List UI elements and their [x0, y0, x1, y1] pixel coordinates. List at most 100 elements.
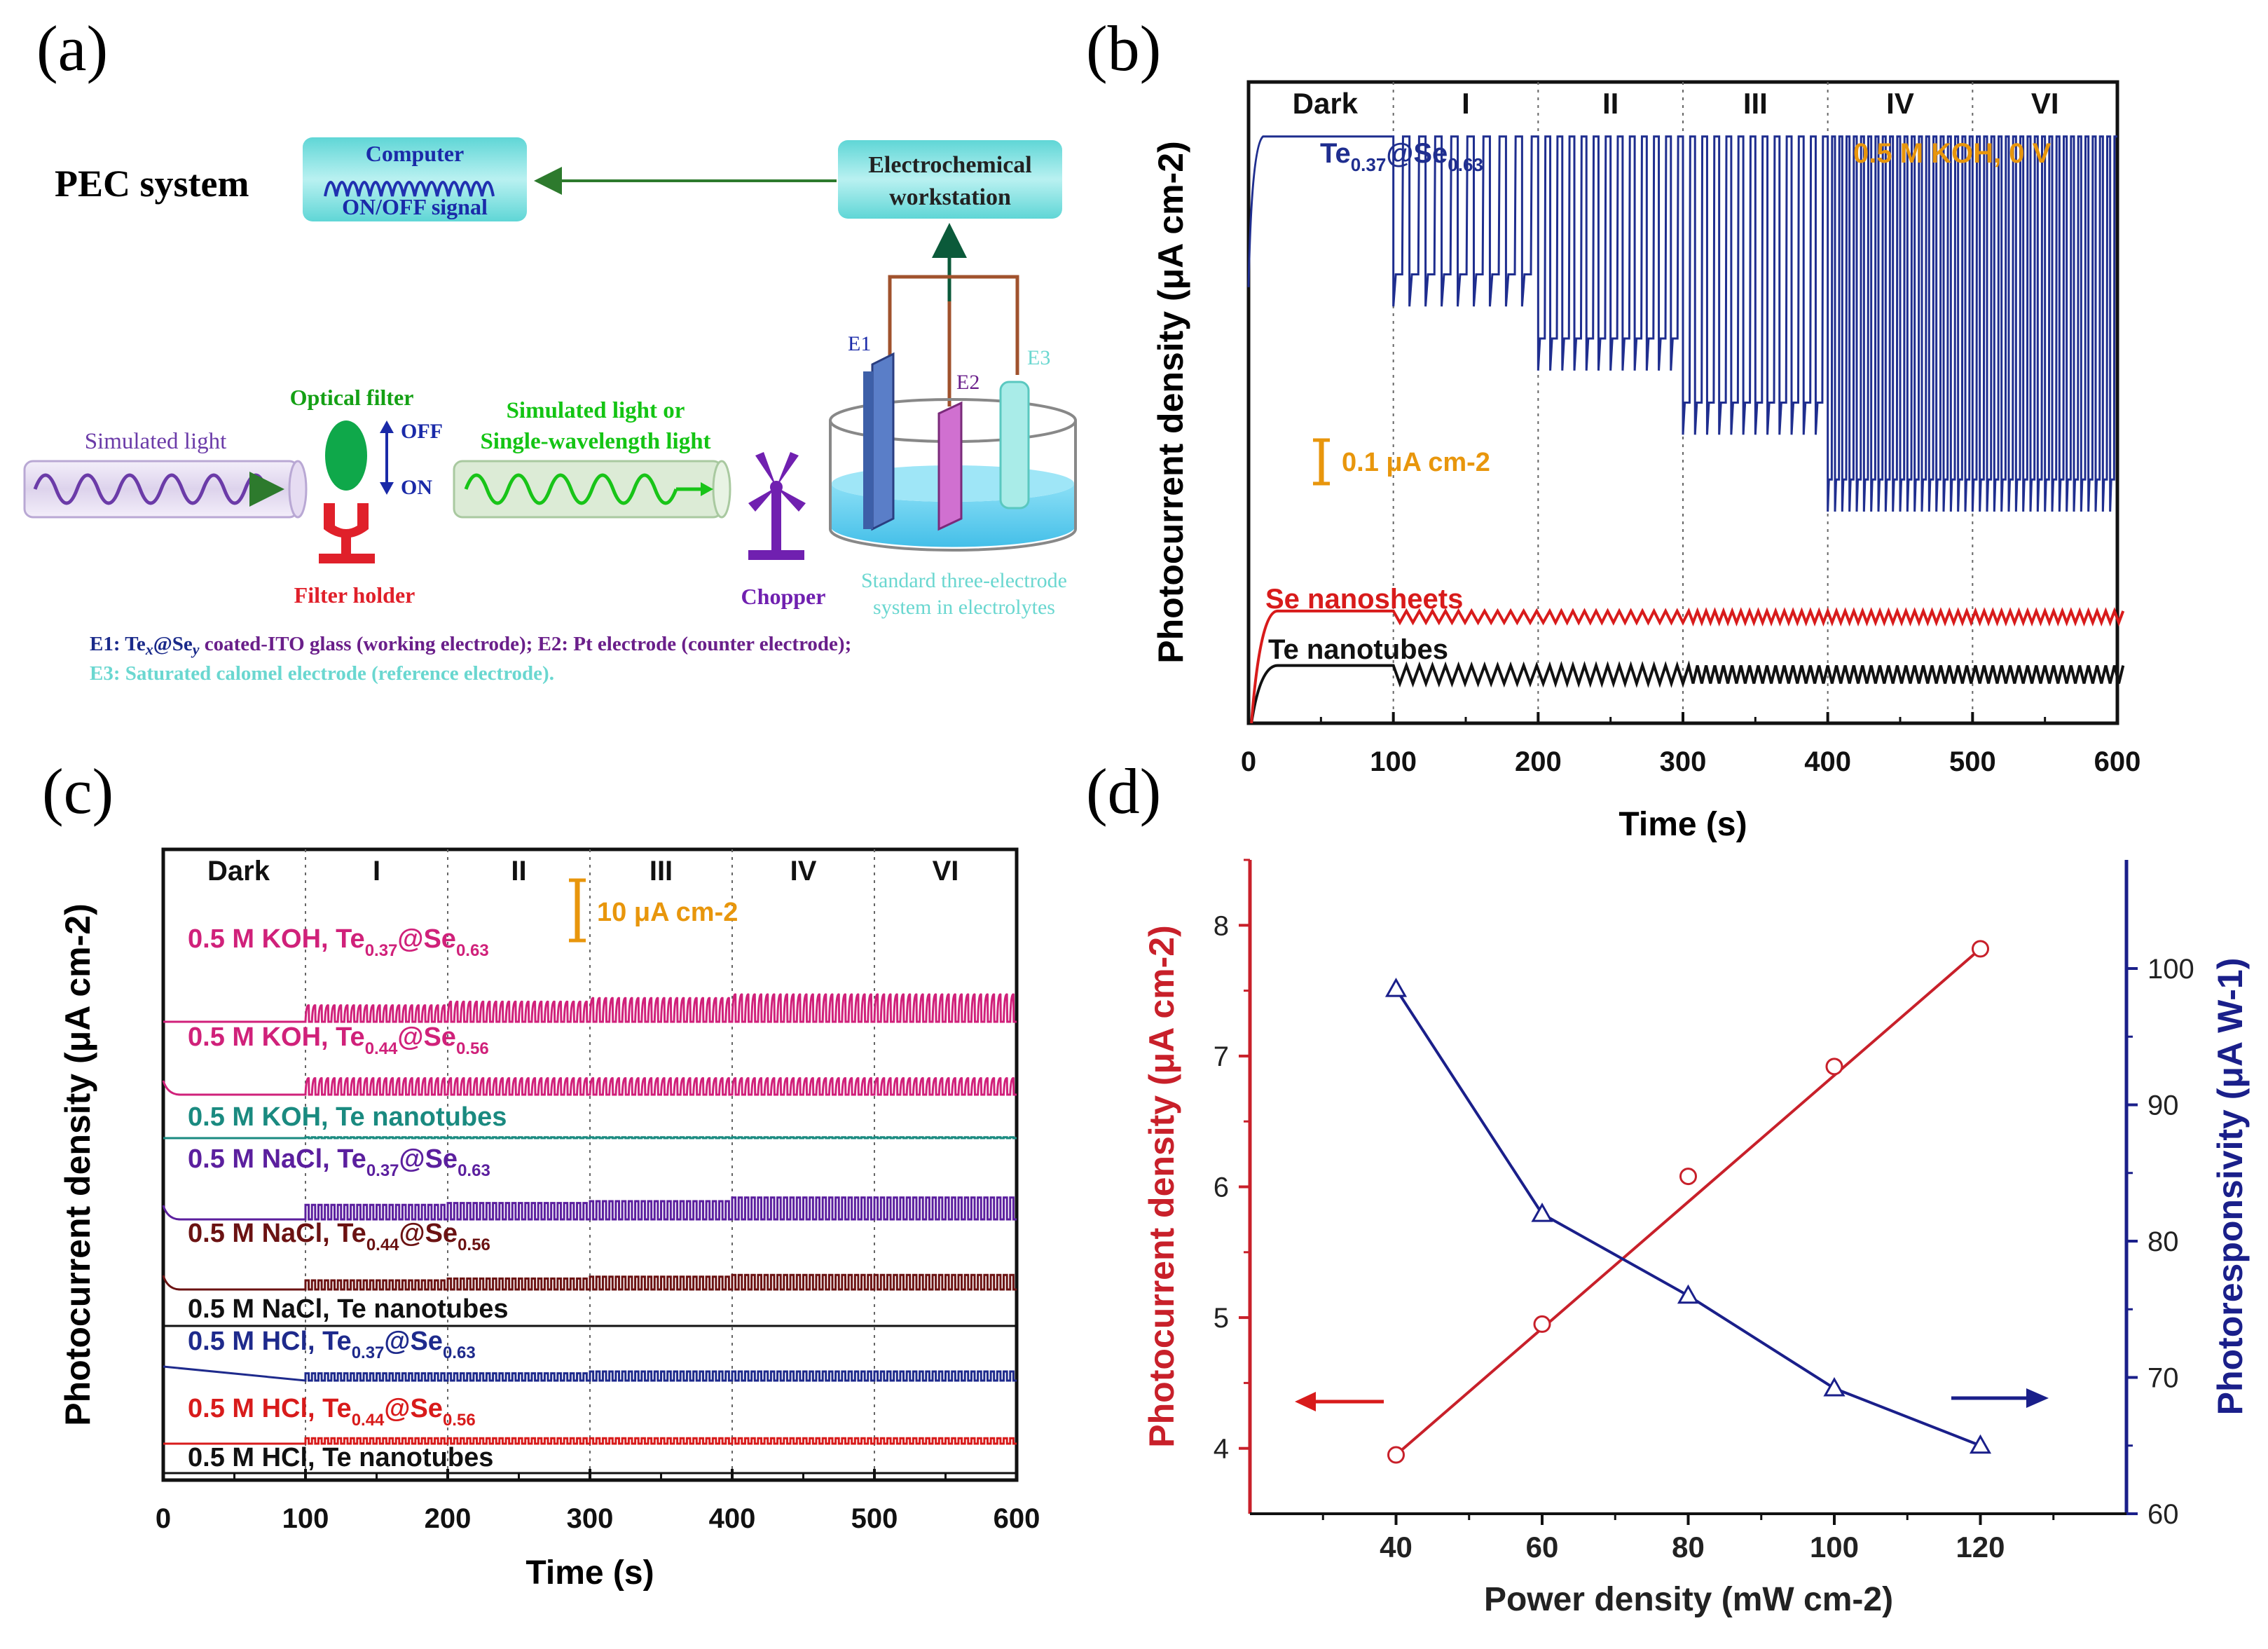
simulated-light-tube: Simulated light	[23, 429, 308, 519]
series-line-c-1	[162, 1077, 1017, 1096]
point-photocurrent	[1679, 1168, 1697, 1186]
y-tick-label-right-d: 60	[2147, 1499, 2179, 1530]
panel-a-label: (a)	[36, 13, 108, 84]
series-label-te-nanotubes-b: Te nanotubes	[1268, 634, 1448, 665]
light-wave	[33, 473, 268, 505]
series-line-se-nanosheets	[1250, 607, 2125, 724]
computer-box: Computer ON/OFF signal	[303, 137, 527, 221]
region-label-b: I	[1462, 87, 1470, 120]
y-tick-label-right-d: 80	[2147, 1226, 2179, 1257]
chopper-label: Chopper	[741, 584, 826, 609]
fit-line-photocurrent	[1395, 947, 1981, 1456]
off-label: OFF	[401, 420, 443, 443]
x-axis-label-d: Power density (mW cm-2)	[1484, 1581, 1893, 1618]
optical-filter: Optical filter OFF ON	[290, 385, 443, 499]
point-photoresponsivity	[1969, 1434, 1992, 1454]
standard-electrode-label-2: system in electrolytes	[873, 596, 1055, 619]
x-axis-label-b: Time (s)	[1618, 806, 1747, 843]
line-photoresponsivity	[1394, 988, 1981, 1447]
scale-bar-c-label: 10 μA cm-2	[597, 898, 738, 927]
y-tick-label-left-d: 5	[1214, 1303, 1229, 1334]
x-tick-label-b: 300	[1660, 746, 1707, 777]
filter-holder-label: Filter holder	[294, 582, 415, 608]
y-tick-label-left-d: 6	[1214, 1172, 1229, 1203]
e2-label: E2	[956, 371, 980, 394]
region-label-b: IV	[1886, 87, 1914, 120]
x-tick-label-c: 200	[425, 1503, 472, 1534]
x-tick-label-c: 400	[709, 1503, 756, 1534]
region-label-c: I	[373, 856, 380, 887]
electrode-e3: E3	[999, 346, 1050, 509]
x-tick-label-d: 120	[1956, 1531, 2005, 1564]
y-axis-label-left-d: Photocurrent density (μA cm-2)	[1142, 925, 1181, 1447]
scale-bar-c: 10 μA cm-2	[569, 878, 738, 943]
optical-filter-label: Optical filter	[290, 385, 414, 410]
onoff-signal-label: ON/OFF signal	[342, 194, 488, 219]
series-label-c-0: 0.5 M KOH, Te0.37@Se0.63	[188, 924, 489, 960]
region-label-c: Dark	[207, 856, 270, 887]
series-label-c-3: 0.5 M NaCl, Te0.37@Se0.63	[188, 1144, 490, 1180]
point-photocurrent	[1533, 1315, 1551, 1333]
axis-arrow-right	[1951, 1388, 2049, 1408]
x-tick-label-c: 600	[994, 1503, 1040, 1534]
y-tick-label-right-d: 100	[2147, 954, 2194, 985]
series-label-se-nanosheets: Se nanosheets	[1265, 584, 1463, 615]
panel-d-label: (d)	[1086, 755, 1161, 827]
x-tick-label-d: 60	[1526, 1531, 1559, 1564]
point-photoresponsivity	[1823, 1377, 1846, 1397]
series-line-c-4	[162, 1273, 1017, 1291]
panel-c-label: (c)	[42, 755, 114, 827]
series-label-te037-se063: Te0.37@Se0.63	[1320, 138, 1483, 175]
region-label-b: Dark	[1293, 87, 1359, 120]
condition-label-b: 0.5 M KOH, 0 V	[1853, 138, 2051, 169]
point-photoresponsivity	[1384, 978, 1408, 997]
panel-c-chart: (c) Dark I II III IV VI 0 100 200 300 400 500 600 0…	[42, 755, 1040, 1592]
region-label-c: III	[650, 856, 673, 887]
x-tick-label-b: 500	[1949, 746, 1996, 777]
x-tick-label-b: 100	[1370, 746, 1417, 777]
point-photoresponsivity	[1677, 1284, 1700, 1304]
x-tick-label-c: 0	[156, 1503, 171, 1534]
region-label-b: II	[1602, 87, 1618, 120]
y-tick-label-left-d: 7	[1214, 1041, 1229, 1072]
series-label-c-5: 0.5 M NaCl, Te nanotubes	[188, 1294, 508, 1324]
point-photocurrent	[1972, 940, 1989, 958]
electrode-wires	[888, 275, 1019, 375]
single-wavelength-tube: Simulated light or Single-wavelength lig…	[453, 398, 731, 519]
series-label-c-7: 0.5 M HCl, Te0.44@Se0.56	[188, 1394, 476, 1430]
chopper-icon: Chopper	[741, 452, 826, 609]
signal-icon	[324, 181, 495, 197]
y-axis-label-right-d: Photoresponsivity (μA W-1)	[2211, 958, 2250, 1416]
x-tick-label-d: 100	[1810, 1531, 1859, 1564]
sim-or-single-label-1: Simulated light or	[507, 398, 685, 423]
x-tick-label-c: 100	[282, 1503, 329, 1534]
panel-b-chart: (b) Dark I II III IV VI 0 100 200 300 400 500 600 T…	[1086, 13, 2140, 843]
series-label-c-8: 0.5 M HCl, Te nanotubes	[188, 1443, 493, 1472]
scale-bar-b: 0.1 μA cm-2	[1313, 438, 1490, 486]
y-tick-label-left-d: 4	[1214, 1434, 1229, 1465]
sim-or-single-label-2: Single-wavelength light	[480, 429, 710, 454]
series-label-c-2: 0.5 M KOH, Te nanotubes	[188, 1102, 507, 1132]
x-tick-label-b: 400	[1804, 746, 1851, 777]
legend-e1-e2: E1: Tex@Sey coated-ITO glass (working el…	[90, 633, 851, 658]
series-label-c-6: 0.5 M HCl, Te0.37@Se0.63	[188, 1327, 476, 1362]
legend-e3: E3: Saturated calomel electrode (referen…	[90, 662, 554, 685]
standard-electrode-label-1: Standard three-electrode	[861, 569, 1067, 592]
x-tick-label-d: 40	[1380, 1531, 1413, 1564]
electrode-e1: E1	[848, 332, 895, 531]
scale-bar-b-label: 0.1 μA cm-2	[1342, 448, 1490, 477]
series-line-c-3	[162, 1196, 1017, 1221]
y-tick-label-right-d: 70	[2147, 1363, 2179, 1394]
region-label-b: III	[1743, 87, 1768, 120]
simulated-light-label: Simulated light	[85, 429, 227, 454]
panel-a: (a) PEC system Computer ON/OFF signal El…	[23, 13, 1077, 685]
series-label-c-4: 0.5 M NaCl, Te0.44@Se0.56	[188, 1219, 490, 1254]
workstation-box: Electrochemical workstation	[838, 140, 1062, 219]
e3-label: E3	[1027, 346, 1050, 369]
green-light-wave	[464, 473, 678, 505]
series-line-te-nanotubes	[1250, 660, 2125, 724]
y-tick-label-right-d: 90	[2147, 1090, 2179, 1121]
axis-arrow-left	[1295, 1392, 1384, 1411]
